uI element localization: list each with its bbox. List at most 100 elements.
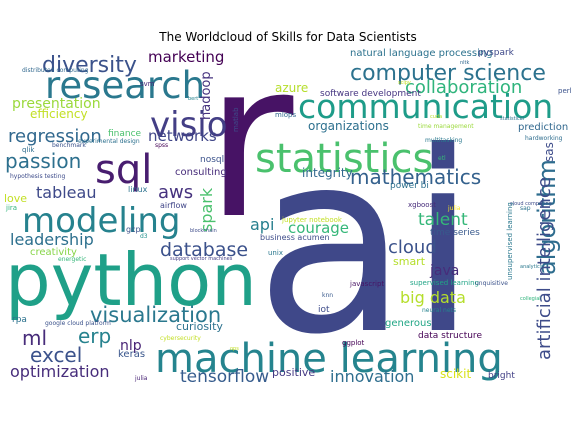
word-database: database [160,239,248,261]
word-spss: spss [155,142,168,149]
word-leadership: leadership [10,230,94,249]
word-big-data: big data [400,288,466,307]
word-optimization: optimization [10,362,110,381]
word-cuda: cuda [430,114,442,120]
word-generous: generous [385,318,432,329]
word-supervised-learning: supervised learning [410,279,479,287]
word-modeling: modeling [22,201,180,241]
word-unsupervised-learning: unsupervised learning [506,202,514,280]
word-scikit: scikit [440,367,471,381]
word-xgboost: xgboost [408,201,436,209]
word-etl: etl [438,155,446,162]
word-passion: passion [5,149,81,173]
word-java: java [429,263,459,279]
word-jira: jira [5,204,17,212]
word-data-structure: data structure [418,331,482,341]
word-distributed-computing: distributed computing [22,67,89,74]
word-api: api [250,215,274,234]
word-perl: perl [558,87,572,95]
word-nltk: nltk [460,60,470,66]
word-scipy: scipy [398,80,411,86]
word-diversity: diversity [42,53,137,78]
word-visualization: visualization [90,303,221,327]
word-sql: sql [95,147,152,193]
word-artificial-intelligence: artificial intelligence [534,177,555,360]
word-keras: keras [118,349,145,360]
word-collegial: collegial [520,296,541,302]
word-javascript: javascript [349,280,384,288]
word-integrity: integrity [302,166,353,180]
word-prediction: prediction [518,122,568,133]
word-cloud: cloud [388,237,437,258]
word-courage: courage [288,219,349,237]
word-consulting: consulting [175,167,227,178]
word-research: research [45,64,205,107]
word-ai: ai [255,98,478,389]
word-computer-science: computer science [350,61,546,86]
word-airflow: airflow [160,201,187,210]
word-aws: aws [158,182,193,203]
word-organizations: organizations [308,119,389,133]
word-gcp: gcp [126,225,141,234]
word-julia: julia [134,375,148,382]
word-matlab: matlab [232,107,240,132]
word-neural-nets: neural nets [422,307,456,314]
word-collaboration: collaboration [405,77,522,98]
word-finance: finance [108,129,142,139]
word-mathematics: mathematics [350,165,481,189]
word-ml: ml [22,326,47,350]
word-curiosity: curiosity [176,320,223,333]
word-knn: knn [322,292,333,299]
word-ops: ops [230,346,239,352]
word-networks: networks [148,127,217,145]
word-tensorflow: tensorflow [180,367,269,387]
word-energetic: energetic [58,256,86,263]
word-efficiency: efficiency [30,107,88,121]
word-mlops: mlops [275,111,296,119]
word-svm: svm [140,80,155,88]
word-talent: talent [418,210,468,230]
word-benchmark: benchmark [52,142,86,149]
word-cybersecurity: cybersecurity [160,335,201,342]
word-iot: iot [318,305,330,315]
word-hadoop: hadoop [199,71,214,120]
word-software-development: software development [320,89,421,99]
word-cloud-computing: cloud computing [510,201,552,207]
word-communication: communication [298,87,553,126]
word-linux: linux [128,185,148,194]
word-spark: spark [197,187,216,232]
word-tableau: tableau [36,183,96,202]
word-marketing: marketing [148,48,224,66]
word-nlp: nlp [120,338,142,354]
word-natural-language-processing: natural language processing [350,48,493,59]
word-business-acumen: business acumen [260,233,330,242]
word-time-management: time management [418,123,474,130]
word-analytics: analytics [520,264,543,270]
word-positive: positive [272,366,315,379]
word-support-vector-machines: support vector machines [170,256,233,262]
word-hardworking: hardworking [525,135,563,142]
word-experimental-design: experimental design [78,138,140,145]
word-sap: sap [520,205,531,212]
word-power-bi: power bi [390,181,429,191]
word-rpa: rpa [12,315,27,325]
word-r: r [205,15,294,266]
word-pyspark: pyspark [478,48,515,58]
word-statistical: statistical [500,116,524,122]
word-bright: bright [488,371,515,381]
word-excel: excel [30,343,82,367]
word-time-series: time series [430,228,480,238]
word-unix: unix [268,249,283,257]
word-unquisitive: unquisitive [475,280,508,287]
plot-title: The Worldcloud of Skills for Data Scient… [159,30,417,44]
word-jupyter-notebook: jupyter notebook [281,216,343,224]
word-julia: julia [447,205,461,212]
word-d3: d3 [140,233,148,240]
word-google-cloud-platform: google cloud platform [45,320,111,327]
word-nosql: nosql [200,155,224,165]
word-innovation: innovation [330,367,414,386]
word-hypothesis-testing: hypothesis testing [10,173,65,180]
word-ggplot: ggplot [342,339,365,347]
